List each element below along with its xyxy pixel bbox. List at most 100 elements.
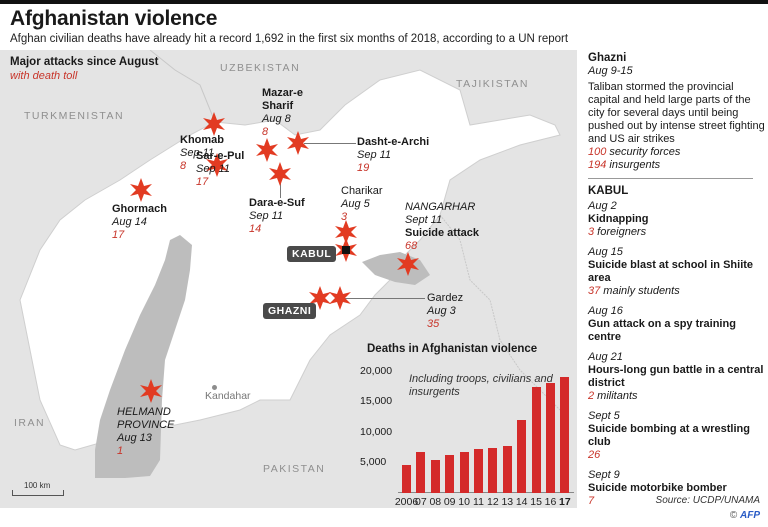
kabul-tag[interactable]: KABUL [287,246,337,262]
event-description: Suicide bombing at a wrestling club [588,423,750,448]
event-toll: 37 mainly students [588,285,680,297]
explosion-icon-khomab[interactable] [201,111,227,137]
explosion-icon-ghazni-1[interactable] [307,285,333,311]
y-tick-20000: 20,000 [360,365,393,377]
bar-08[interactable] [430,460,440,493]
bar-09[interactable] [445,455,455,493]
event-toll: 2 militants [588,390,638,402]
event-description: Gun attack on a spy training centre [588,318,736,343]
explosion-icon-charikar[interactable] [333,219,359,245]
explosion-icon-ghazni-2[interactable] [327,285,353,311]
bar-15[interactable] [531,387,541,493]
kabul-event: Sept 5 Suicide bombing at a wrestling clu… [588,410,768,462]
explosion-icon-ghormach[interactable] [128,177,154,203]
country-label-iran: IRAN [14,417,46,429]
label-mazar-e-sharif: Mazar-e Sharif Aug 8 8 [262,87,303,138]
kabul-event: Sept 9 Suicide motorbike bomber 7 [588,469,768,508]
kabul-heading: KABUL [588,185,629,197]
country-label-turkmenistan: TURKMENISTAN [24,110,125,122]
explosion-icon-mazar-e-sharif[interactable] [254,137,280,163]
chart-title: Deaths in Afghanistan violence [367,343,538,355]
explosion-icon-kabul[interactable] [333,237,359,263]
chart-baseline [398,492,574,493]
credit: © AFP [729,510,760,521]
ghazni-tag[interactable]: GHAZNI [263,303,317,319]
sidebar: Ghazni Aug 9-15 Taliban stormed the prov… [588,52,768,508]
event-date: Sept 9 [588,469,620,481]
bar-10[interactable] [459,452,469,493]
explosion-icon-nangarhar[interactable] [395,251,421,277]
connector-dasht-e-archi [304,143,356,144]
event-description: Suicide motorbike bomber [588,482,727,494]
event-toll: 7 [588,495,595,507]
x-tick-label: 13 [501,496,514,508]
x-axis-labels: 2006 07 08 09 10 11 12 13 14 15 16 17 [383,496,578,510]
bar-07[interactable] [416,452,426,493]
legend-title: Major attacks since August [10,56,159,68]
ghazni-heading: Ghazni [588,52,627,64]
label-sar-e-pul: Sar-e-Pul Sep 11 17 [196,150,245,188]
country-label-uzbekistan: UZBEKISTAN [220,62,301,74]
bar-2006[interactable] [402,465,411,493]
label-ghormach: Ghormach Aug 14 17 [112,203,168,241]
x-tick-label: 14 [515,496,528,508]
event-date: Aug 2 [588,200,617,212]
chart-annotation: Including troops, civilians and insurgen… [409,373,553,398]
event-toll: 26 [588,449,601,461]
x-tick-label: 09 [443,496,456,508]
x-tick-label: 2006 [394,496,419,508]
event-description: Hours-long gun battle in a central distr… [588,364,764,389]
afghanistan-map: Major attacks since August with death to… [0,50,577,508]
explosion-icon-dara-e-suf[interactable] [267,161,293,187]
event-description: Kidnapping [588,213,649,225]
kabul-event: Aug 2 Kidnapping 3 foreigners [588,200,768,239]
explosion-icon-sar-e-pul[interactable] [204,152,230,178]
y-tick-15000: 15,000 [360,395,393,407]
event-description: Suicide blast at school in Shiite area [588,259,754,284]
label-dasht-e-archi: Dasht-e-Archi Sep 11 19 [357,136,430,174]
label-khomab: Khomab Sep 11 8 [180,134,224,172]
legend-subtitle: with death toll [10,70,78,82]
y-tick-5000: 5,000 [360,456,387,468]
ghazni-body: Taliban stormed the provincial capital a… [588,81,765,145]
kandahar-label: Kandahar [205,390,251,402]
event-date: Aug 16 [588,305,623,317]
page-subtitle: Afghan civilian deaths have already hit … [10,33,569,45]
bar-17[interactable] [560,377,570,493]
event-date: Aug 21 [588,351,623,363]
explosion-icon-helmand[interactable] [138,378,164,404]
x-tick-label: 12 [487,496,499,508]
scale-label: 100 km [24,481,51,490]
afp-logo-icon: AFP [740,510,760,521]
connector-dara-e-suf [280,178,281,198]
bar-14[interactable] [517,420,527,493]
top-bar [0,0,768,4]
x-tick-label: 08 [429,496,442,508]
label-helmand: HELMAND PROVINCE Aug 13 1 [117,406,175,457]
source-note: Source: UCDP/UNAMA [655,495,760,506]
bar-13[interactable] [502,446,512,493]
bar-chart-area [398,357,576,493]
bar-12[interactable] [488,448,498,493]
label-charikar: Charikar Aug 5 3 [341,185,383,223]
x-tick-label: 15 [530,496,542,508]
scale-bar [12,490,64,496]
bar-11[interactable] [474,449,483,493]
x-tick-label: 16 [544,496,557,508]
ghazni-toll-1: 100 security forces [588,146,681,158]
ghazni-date: Aug 9-15 [588,65,633,77]
event-date: Aug 15 [588,246,623,258]
x-tick-label: 17 [559,496,571,508]
x-tick-label: 07 [415,496,427,508]
kabul-event: Aug 16 Gun attack on a spy training centr… [588,305,768,344]
kabul-events-list: Aug 2 Kidnapping 3 foreigners Aug 15 Suicide… [588,200,768,508]
connector-gardez [345,298,425,299]
y-tick-10000: 10,000 [360,426,393,438]
explosion-icon-dasht-e-archi[interactable] [285,130,311,156]
bar-16[interactable] [546,383,555,493]
event-toll: 3 foreigners [588,226,647,238]
kandahar-dot-icon [212,385,217,390]
kabul-event: Aug 15 Suicide blast at school in Shiite … [588,246,768,298]
label-dara-e-suf: Dara-e-Suf Sep 11 14 [249,197,305,235]
event-date: Sept 5 [588,410,620,422]
